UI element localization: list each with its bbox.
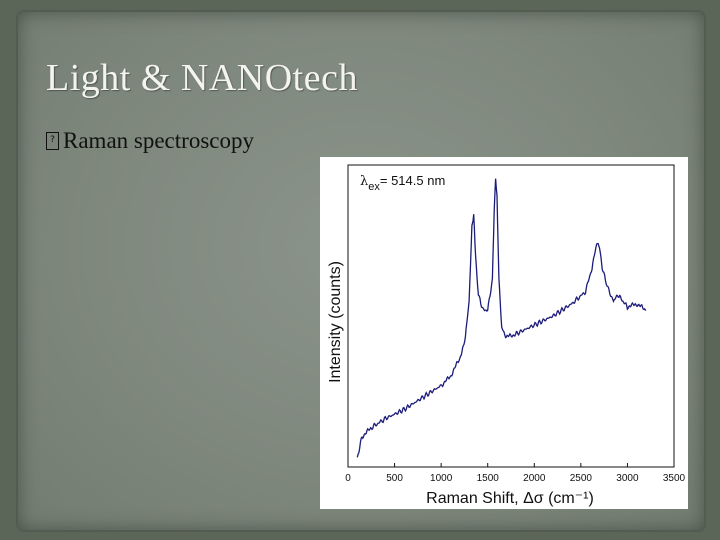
x-tick-label: 3000 (616, 473, 639, 484)
x-tick-label: 1000 (430, 473, 453, 484)
raman-spectrum-figure: 0 500 1000 1500 2000 2500 3000 3500 λex= 514.5 … (320, 157, 688, 509)
bullet-item: ? Raman spectroscopy (46, 128, 254, 154)
lambda-symbol: λ (360, 174, 368, 189)
x-axis-title: Raman Shift, Δσ (cm⁻¹) (426, 490, 594, 507)
x-tick-label: 500 (386, 473, 403, 484)
spectrum-line (356, 178, 647, 458)
x-tick-label: 2000 (523, 473, 546, 484)
bullet-icon: ? (46, 132, 59, 150)
x-axis-ticks: 0 500 1000 1500 2000 2500 3000 3500 (345, 463, 686, 484)
x-tick-label: 1500 (477, 473, 500, 484)
x-tick-label: 2500 (570, 473, 593, 484)
raman-spectrum-chart: 0 500 1000 1500 2000 2500 3000 3500 λex= 514.5 … (327, 164, 686, 507)
x-tick-label: 0 (345, 473, 351, 484)
y-axis-title: Intensity (counts) (327, 261, 344, 383)
plot-frame (347, 164, 675, 468)
excitation-value: = 514.5 nm (380, 173, 445, 188)
bullet-text: Raman spectroscopy (63, 128, 254, 153)
excitation-annotation: λex= 514.5 nm (360, 173, 445, 193)
lambda-subscript: ex (368, 181, 380, 193)
slide-title: Light & NANOtech (46, 57, 358, 99)
x-tick-label: 3500 (663, 473, 686, 484)
